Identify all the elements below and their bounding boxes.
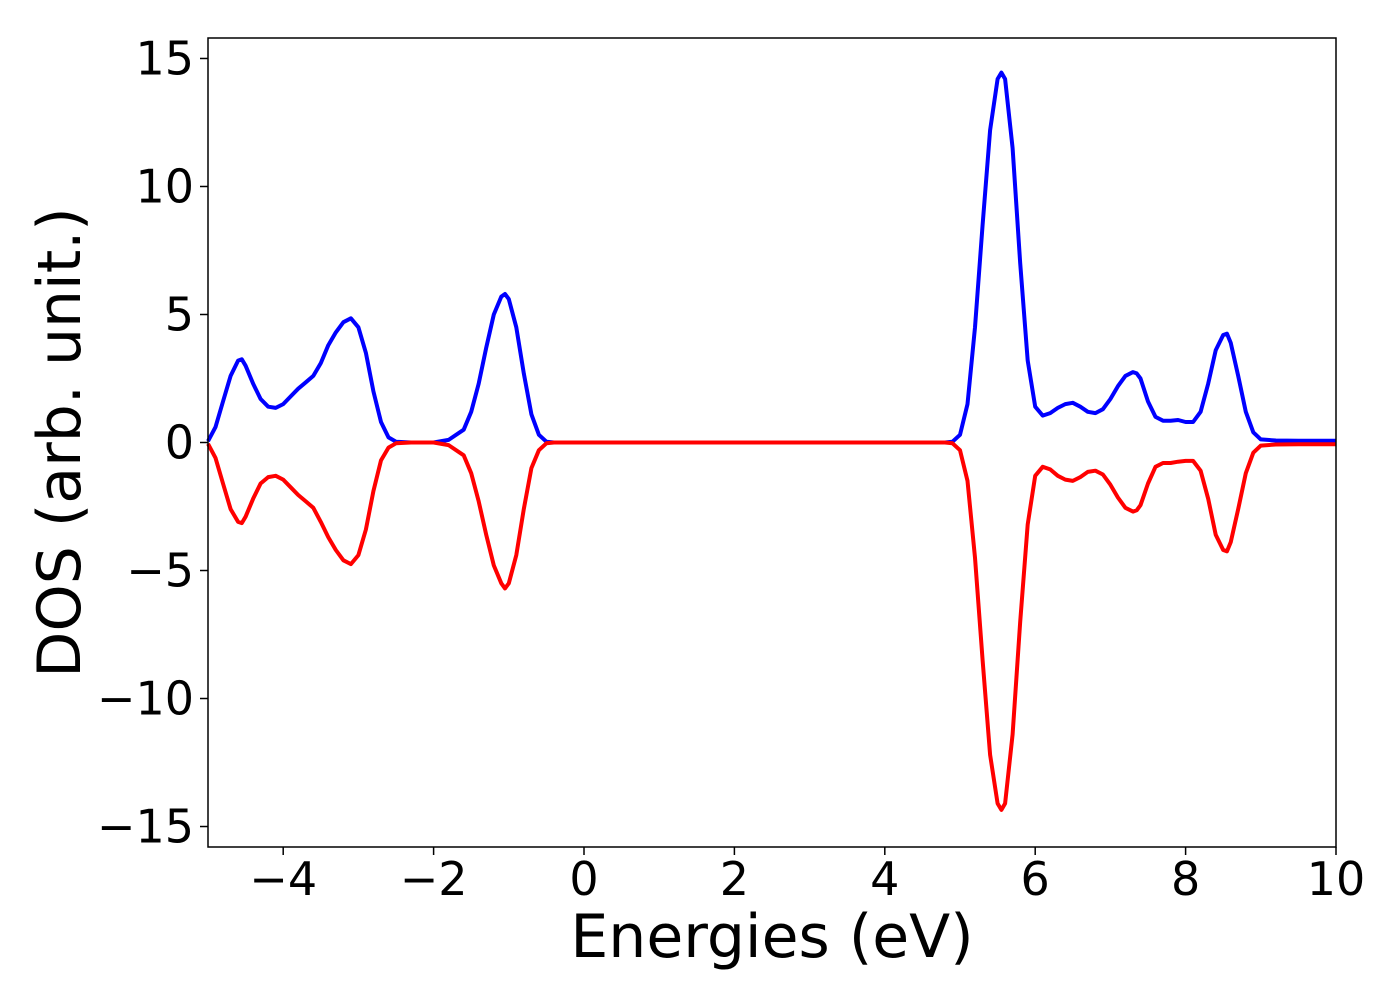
y-tick-label: −10 xyxy=(97,672,194,726)
x-axis-label: Energies (eV) xyxy=(570,902,973,972)
x-tick-label: 6 xyxy=(1021,852,1050,906)
series-line-2 xyxy=(206,440,1336,812)
x-tick-label: 0 xyxy=(569,852,598,906)
y-tick-label: 5 xyxy=(165,287,194,341)
x-tick-label: 8 xyxy=(1171,852,1200,906)
y-tick-label: 15 xyxy=(135,31,194,85)
x-tick-label: 10 xyxy=(1307,852,1366,906)
y-axis-label: DOS (arb. unit.) xyxy=(25,207,95,677)
y-tick-label: −15 xyxy=(97,800,194,854)
y-tick-label: −5 xyxy=(126,544,194,598)
x-axis-ticks: −4 −2 0 2 4 6 8 10 xyxy=(249,847,1365,906)
series-line-1 xyxy=(206,70,1336,445)
y-axis-ticks: 15 10 5 0 −5 −10 −15 xyxy=(97,31,208,854)
x-tick-label: −2 xyxy=(400,852,468,906)
x-tick-label: 4 xyxy=(870,852,899,906)
x-tick-label: 2 xyxy=(720,852,749,906)
y-tick-label: 10 xyxy=(135,159,194,213)
y-tick-label: 0 xyxy=(165,416,194,470)
plot-area xyxy=(206,70,1336,812)
x-tick-label: −4 xyxy=(249,852,317,906)
